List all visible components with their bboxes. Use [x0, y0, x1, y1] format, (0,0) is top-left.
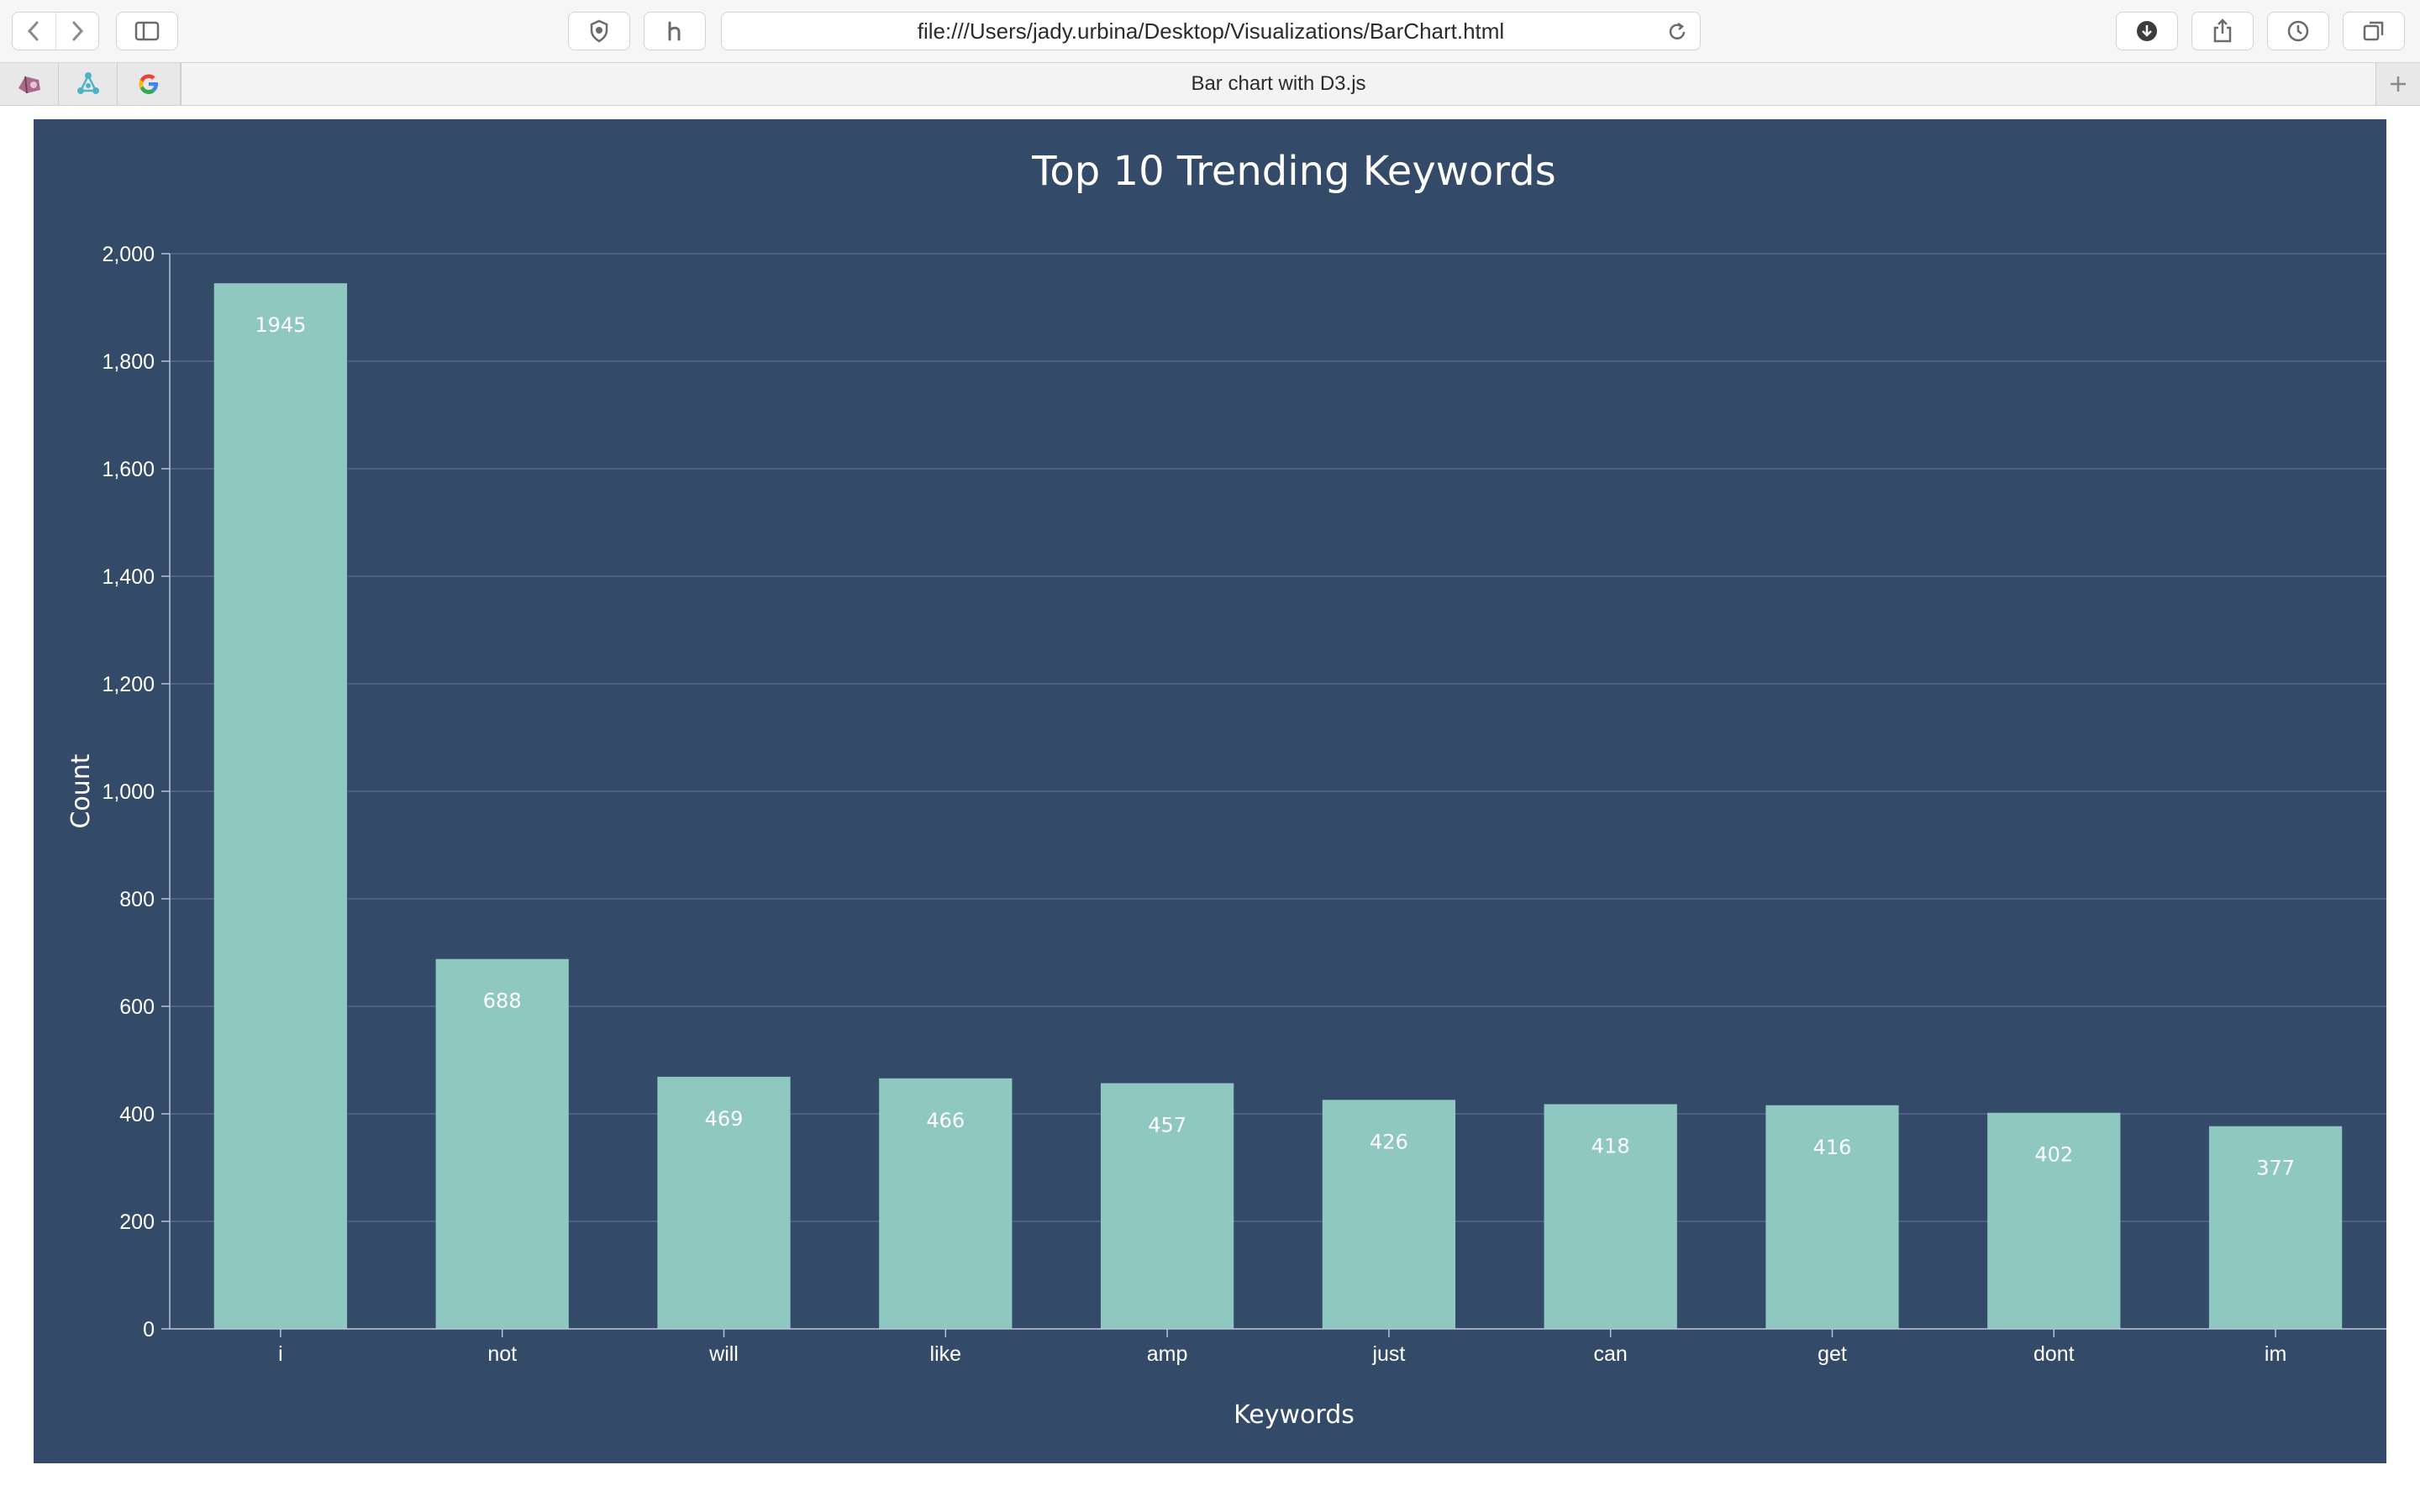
bar-i[interactable] — [213, 283, 348, 1330]
y-tick-label: 2,000 — [102, 243, 155, 266]
x-tick-label: amp — [1147, 1342, 1188, 1366]
y-tick-label: 1,200 — [102, 673, 155, 696]
bar-get[interactable] — [1765, 1105, 1899, 1329]
privacy-report-button[interactable] — [568, 12, 630, 50]
bar-can[interactable] — [1544, 1104, 1677, 1329]
url-text: file:///Users/jady.urbina/Desktop/Visual… — [917, 18, 1505, 44]
share-button[interactable] — [2191, 12, 2254, 50]
shield-icon — [590, 19, 608, 43]
bar-like[interactable] — [879, 1078, 1013, 1329]
x-tick-label: not — [487, 1342, 517, 1366]
chart-panel: Top 10 Trending Keywords 1945 688 469 466 45… — [34, 119, 2386, 1463]
sidebar-icon — [134, 21, 160, 41]
extension-button[interactable] — [644, 12, 706, 50]
y-tick-label: 0 — [143, 1318, 155, 1341]
bar-not[interactable] — [435, 958, 569, 1329]
x-tick-label: can — [1594, 1342, 1628, 1366]
bar-amp[interactable] — [1100, 1083, 1234, 1329]
google-icon — [139, 74, 158, 94]
network-graph-icon — [76, 72, 99, 94]
forward-button[interactable] — [55, 13, 99, 50]
bar-chart: Top 10 Trending Keywords 1945 688 469 466 45… — [66, 148, 2386, 1430]
x-tick-label: like — [930, 1342, 962, 1366]
navigation-buttons — [12, 12, 99, 50]
bar-value-label: 418 — [1591, 1134, 1630, 1158]
y-axis-title: Count — [66, 753, 96, 828]
browser-toolbar: file:///Users/jady.urbina/Desktop/Visual… — [0, 0, 2420, 63]
y-tick-label: 1,000 — [102, 780, 155, 804]
active-tab[interactable]: Bar chart with D3.js — [181, 63, 2376, 105]
sidebar-button[interactable] — [116, 12, 178, 50]
x-tick-label: just — [1371, 1342, 1405, 1366]
chevron-left-icon — [28, 21, 39, 41]
pinned-tab-2[interactable] — [59, 63, 118, 105]
pinned-tab-1[interactable] — [0, 63, 59, 105]
y-tick-label: 400 — [119, 1103, 155, 1126]
bar-value-label: 457 — [1148, 1114, 1186, 1137]
y-axis: 0 200 400 600 800 1,000 1,200 1,400 1,600 1,800 2,… — [102, 243, 171, 1341]
x-tick-label: dont — [2033, 1342, 2075, 1366]
share-icon — [2213, 18, 2232, 43]
pinned-site-icon — [18, 76, 40, 94]
bar-value-label: 688 — [483, 990, 522, 1013]
reload-icon[interactable] — [1666, 21, 1688, 43]
y-tick-label: 1,800 — [102, 350, 155, 374]
y-tick-label: 800 — [119, 888, 155, 911]
chart-title: Top 10 Trending Keywords — [1031, 148, 1555, 195]
pinned-tab-3[interactable] — [118, 63, 181, 105]
bar-im[interactable] — [2208, 1126, 2343, 1329]
x-tick-label: get — [1818, 1342, 1847, 1366]
bar-value-label: 377 — [2256, 1157, 2295, 1180]
tab-overview-button[interactable] — [2343, 12, 2405, 50]
tab-title: Bar chart with D3.js — [1191, 72, 1366, 95]
bar-value-label: 1945 — [255, 313, 306, 337]
y-tick-label: 600 — [119, 995, 155, 1019]
chevron-right-icon — [72, 21, 83, 41]
history-button[interactable] — [2267, 12, 2329, 50]
extension-h-icon — [668, 21, 681, 41]
bar-just[interactable] — [1322, 1100, 1456, 1329]
bar-value-label: 466 — [926, 1109, 965, 1132]
bar-value-label: 426 — [1370, 1130, 1408, 1153]
y-tick-label: 1,400 — [102, 565, 155, 589]
bars: 1945 688 469 466 457 426 418 416 402 377 — [213, 283, 2343, 1330]
back-button[interactable] — [13, 13, 55, 50]
clock-icon — [2287, 20, 2309, 42]
tabs-overview-icon — [2363, 21, 2384, 41]
bar-value-label: 469 — [705, 1107, 744, 1131]
bar-dont[interactable] — [1987, 1112, 2121, 1329]
x-tick-label: im — [2265, 1342, 2286, 1366]
downloads-button[interactable] — [2116, 12, 2178, 50]
x-tick-label: will — [708, 1342, 739, 1366]
x-tick-label: i — [278, 1342, 283, 1366]
plus-icon — [2391, 76, 2406, 92]
new-tab-button[interactable] — [2376, 63, 2420, 105]
y-tick-label: 1,600 — [102, 458, 155, 481]
x-axis: i not will like amp just can get dont im — [170, 1328, 2386, 1366]
bar-value-label: 416 — [1813, 1136, 1852, 1159]
bar-will[interactable] — [657, 1076, 791, 1329]
tab-bar: Bar chart with D3.js — [0, 63, 2420, 106]
download-icon — [2137, 21, 2157, 41]
y-tick-label: 200 — [119, 1210, 155, 1234]
bar-value-label: 402 — [2034, 1143, 2073, 1167]
address-bar[interactable]: file:///Users/jady.urbina/Desktop/Visual… — [721, 12, 1701, 50]
x-axis-title: Keywords — [1234, 1400, 1355, 1430]
